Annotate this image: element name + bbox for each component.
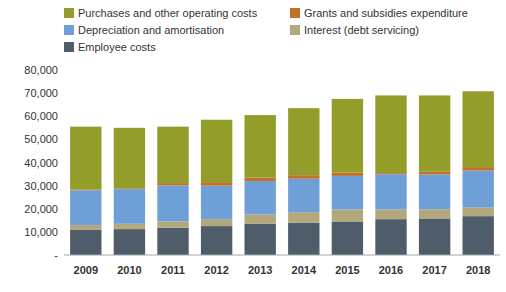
x-tick-label: 2017	[422, 264, 446, 276]
tick-mark	[60, 208, 64, 209]
y-tick-label: 20,000	[24, 203, 58, 215]
x-axis	[64, 255, 500, 256]
legend-label: Depreciation and amortisation	[78, 24, 224, 36]
bar-segment	[375, 174, 406, 209]
bar-segment	[245, 115, 276, 177]
bar-segment	[419, 172, 450, 175]
bar-segment	[114, 128, 145, 189]
y-tick-label: 10,000	[24, 226, 58, 238]
y-tick-label: 50,000	[24, 133, 58, 145]
bar-segment	[463, 167, 494, 170]
bar-segment	[201, 120, 232, 182]
x-tick-label: 2012	[204, 264, 228, 276]
bar-segment	[201, 219, 232, 226]
bar-segment	[70, 127, 101, 190]
bar-segment	[114, 229, 145, 255]
bar-segment	[288, 175, 319, 178]
bar-segment	[288, 179, 319, 213]
bar-segment	[419, 175, 450, 210]
bar-segment	[245, 224, 276, 255]
bar-segment	[157, 228, 188, 255]
tick-mark	[60, 116, 64, 117]
bar-segment	[288, 212, 319, 222]
bar-segment	[70, 225, 101, 230]
bar-segment	[419, 218, 450, 255]
bar-segment	[419, 95, 450, 171]
bar-segment	[463, 171, 494, 208]
bars	[70, 91, 494, 255]
bar-segment	[332, 221, 363, 255]
legend-swatch	[64, 8, 74, 18]
bar-segment	[245, 215, 276, 224]
bar-segment	[114, 224, 145, 229]
x-tick-label: 2014	[292, 264, 317, 276]
x-tick-label: 2015	[335, 264, 359, 276]
legend-swatch	[290, 25, 300, 35]
bar-segment	[375, 95, 406, 173]
bar-segment	[375, 219, 406, 255]
bar-segment	[70, 230, 101, 255]
bar-segment	[157, 185, 188, 221]
x-tick-label: 2010	[117, 264, 141, 276]
legend-label: Grants and subsidies expenditure	[304, 7, 468, 19]
x-tick-label: 2018	[466, 264, 490, 276]
legend-swatch	[290, 8, 300, 18]
bar-segment	[463, 91, 494, 167]
bar-segment	[463, 208, 494, 217]
tick-mark	[60, 70, 64, 71]
bar-segment	[332, 172, 363, 175]
y-tick-label: 40,000	[24, 157, 58, 169]
bar-segment	[201, 182, 232, 185]
legend-label: Interest (debt servicing)	[304, 24, 419, 36]
y-tick-label: 70,000	[24, 87, 58, 99]
tick-mark	[60, 231, 64, 232]
bar-segment	[245, 178, 276, 181]
bar-segment	[463, 216, 494, 255]
x-tick-label: 2013	[248, 264, 272, 276]
bar-segment	[157, 183, 188, 185]
legend-label: Purchases and other operating costs	[78, 7, 258, 19]
tick-mark	[60, 93, 64, 94]
legend-swatch	[64, 42, 74, 52]
tick-mark	[60, 139, 64, 140]
bar-segment	[375, 209, 406, 219]
bar-segment	[288, 108, 319, 175]
y-tick-label: -	[54, 249, 58, 261]
bar-segment	[201, 226, 232, 255]
y-tick-label: 80,000	[24, 64, 58, 76]
chart: - 10,000 20,000 30,000 40,000 50,000 60,000 70,…	[0, 0, 506, 292]
bar-segment	[70, 190, 101, 225]
bar-segment	[375, 173, 406, 174]
y-tick-label: 30,000	[24, 180, 58, 192]
x-tick-label: 2011	[161, 264, 185, 276]
x-tick-label: 2009	[74, 264, 98, 276]
x-tick-label: 2016	[379, 264, 403, 276]
bar-segment	[114, 189, 145, 224]
bar-segment	[157, 127, 188, 183]
bar-segment	[201, 186, 232, 220]
bar-segment	[245, 181, 276, 215]
bar-segment	[332, 209, 363, 221]
bar-segment	[419, 209, 450, 218]
bar-segment	[332, 99, 363, 173]
tick-mark	[60, 162, 64, 163]
tick-mark	[60, 255, 64, 256]
bar-segment	[157, 221, 188, 227]
legend-label: Employee costs	[78, 41, 156, 53]
legend-swatch	[64, 25, 74, 35]
bar-segment	[332, 176, 363, 210]
bar-segment	[288, 223, 319, 255]
tick-mark	[60, 185, 64, 186]
y-tick-label: 60,000	[24, 110, 58, 122]
